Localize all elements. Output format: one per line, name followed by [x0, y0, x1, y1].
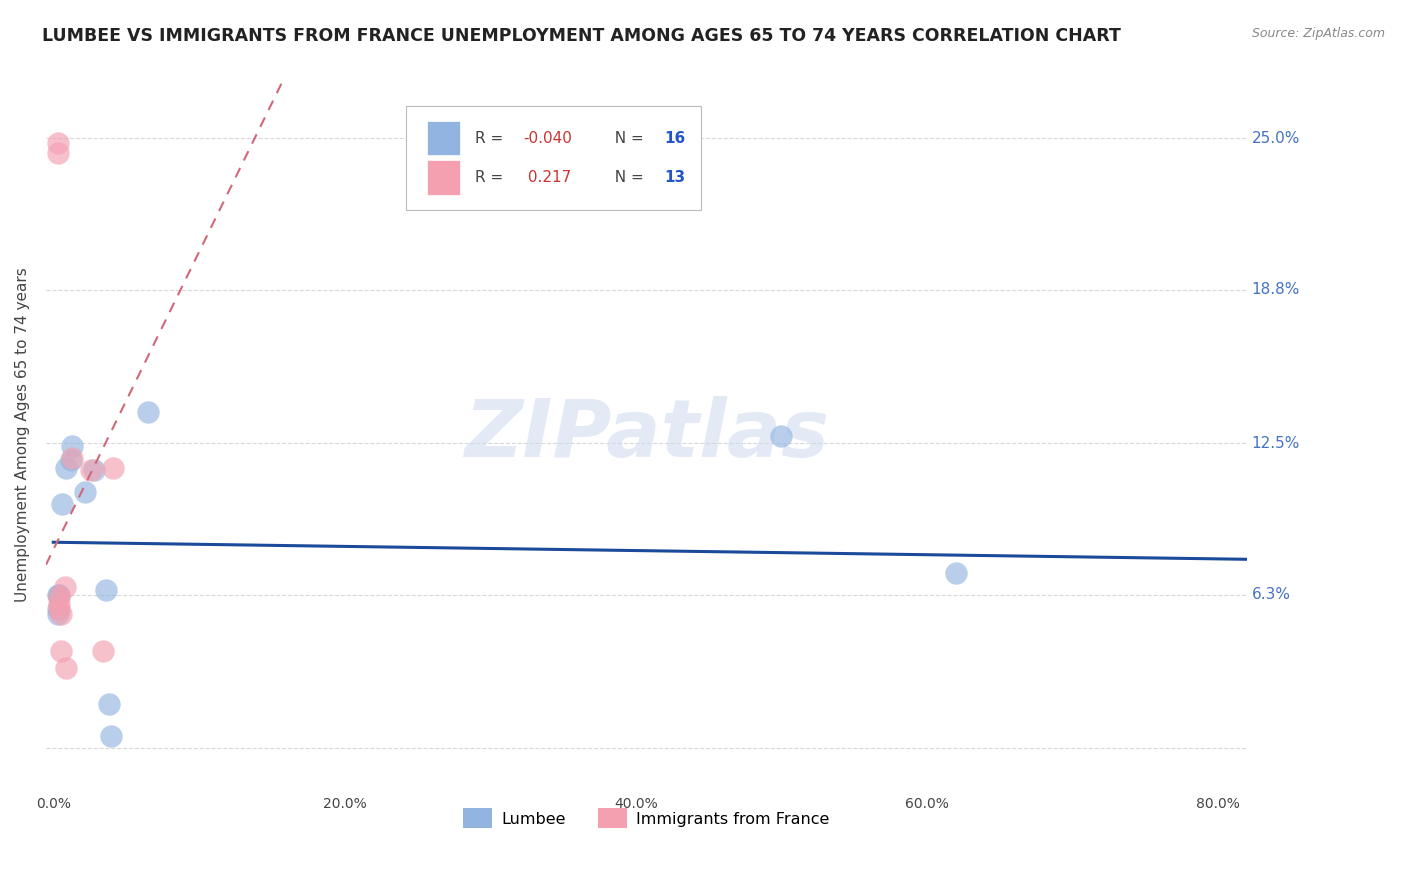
Point — [94, 582, 117, 597]
Point — [59, 453, 82, 467]
Text: R =: R = — [475, 131, 508, 145]
Point — [46, 136, 69, 151]
Text: 6.3%: 6.3% — [1251, 587, 1291, 602]
Point — [83, 463, 105, 477]
Point — [945, 566, 967, 580]
Point — [48, 602, 70, 616]
Point — [101, 460, 124, 475]
Text: 12.5%: 12.5% — [1251, 436, 1301, 451]
Bar — [427, 161, 460, 194]
Point — [46, 607, 69, 622]
Point — [770, 429, 793, 443]
Point — [60, 439, 83, 453]
Point — [51, 497, 73, 511]
Point — [60, 451, 83, 466]
Point — [55, 460, 77, 475]
Point — [80, 463, 103, 477]
Text: 16: 16 — [665, 131, 686, 145]
FancyBboxPatch shape — [406, 106, 700, 210]
Legend: Lumbee, Immigrants from France: Lumbee, Immigrants from France — [457, 802, 837, 834]
Bar — [427, 121, 460, 155]
Text: LUMBEE VS IMMIGRANTS FROM FRANCE UNEMPLOYMENT AMONG AGES 65 TO 74 YEARS CORRELAT: LUMBEE VS IMMIGRANTS FROM FRANCE UNEMPLO… — [42, 27, 1121, 45]
Text: R =: R = — [475, 170, 508, 185]
Point — [46, 602, 69, 616]
Point — [49, 644, 72, 658]
Point — [46, 146, 69, 161]
Point — [136, 405, 159, 419]
Point — [100, 729, 122, 743]
Text: ZIPatlas: ZIPatlas — [464, 396, 830, 474]
Point — [48, 590, 70, 604]
Point — [55, 661, 77, 675]
Text: 0.217: 0.217 — [523, 170, 571, 185]
Point — [48, 588, 70, 602]
Text: N =: N = — [605, 131, 648, 145]
Text: 13: 13 — [665, 170, 686, 185]
Point — [49, 607, 72, 622]
Point — [91, 644, 114, 658]
Text: -0.040: -0.040 — [523, 131, 572, 145]
Point — [75, 485, 97, 500]
Text: N =: N = — [605, 170, 648, 185]
Point — [53, 580, 76, 594]
Text: 18.8%: 18.8% — [1251, 282, 1301, 297]
Point — [97, 698, 120, 712]
Point — [46, 588, 69, 602]
Text: Source: ZipAtlas.com: Source: ZipAtlas.com — [1251, 27, 1385, 40]
Text: 25.0%: 25.0% — [1251, 131, 1301, 146]
Y-axis label: Unemployment Among Ages 65 to 74 years: Unemployment Among Ages 65 to 74 years — [15, 268, 30, 602]
Point — [48, 598, 70, 612]
